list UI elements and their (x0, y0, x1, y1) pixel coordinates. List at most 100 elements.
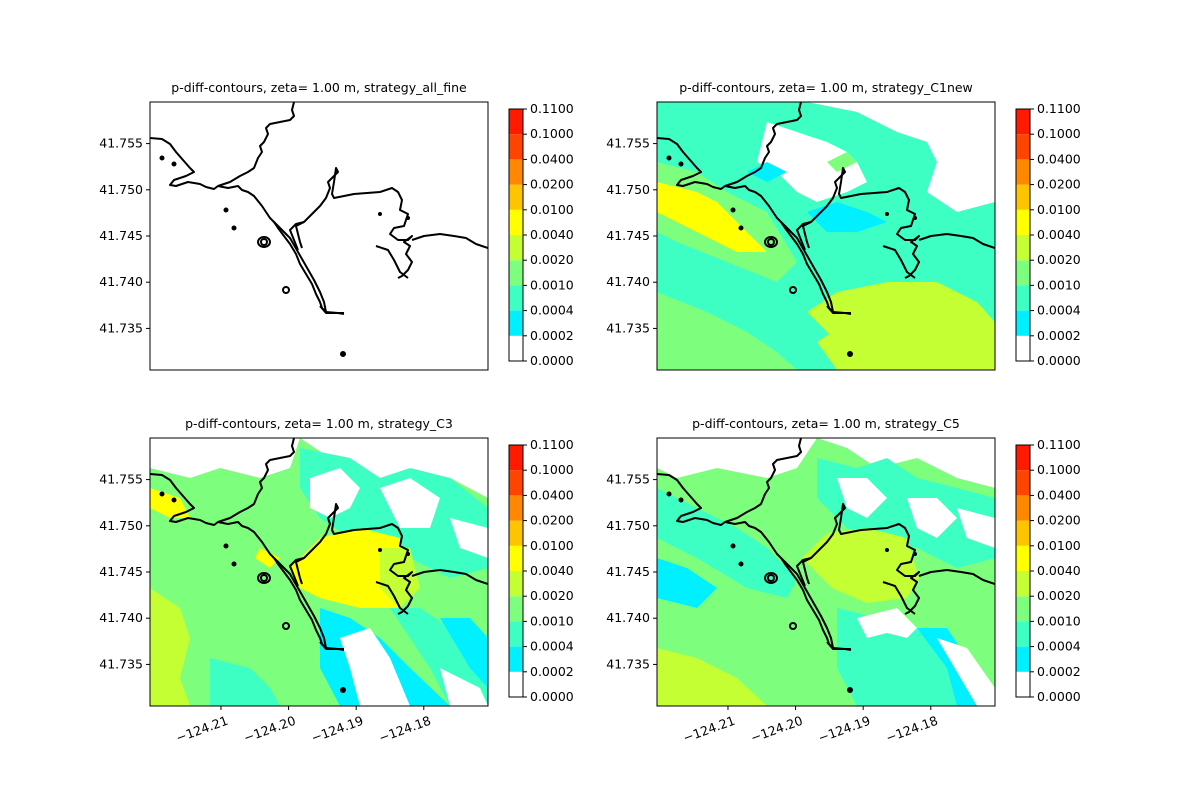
colorbar-band (1016, 520, 1030, 546)
plot-area (657, 102, 995, 370)
ytick-label: 41.745 (606, 228, 650, 243)
colorbar-band (509, 109, 523, 135)
colorbar-label: 0.0200 (530, 513, 574, 528)
subplot-title: p-diff-contours, zeta= 1.00 m, strategy_… (679, 80, 973, 95)
subplot-3: p-diff-contours, zeta= 1.00 m, strategy_… (99, 416, 574, 745)
colorbar-band (1016, 621, 1030, 647)
ytick-label: 41.750 (606, 518, 650, 533)
colorbar-label: 0.1000 (1037, 126, 1081, 141)
colorbar-label: 0.0100 (1037, 202, 1081, 217)
ytick-label: 41.740 (606, 274, 650, 289)
colorbar-band (1016, 495, 1030, 521)
colorbar-label: 0.1000 (530, 126, 574, 141)
plot-area (657, 438, 995, 706)
ytick-label: 41.740 (99, 610, 143, 625)
colorbar-band (509, 495, 523, 521)
xtick-label: −124.18 (377, 713, 433, 746)
colorbar: 0.0000 0.0002 0.0004 0.0010 0.0020 0.0040 0.01… (508, 437, 574, 704)
colorbar-label: 0.0040 (1037, 563, 1081, 578)
colorbar-label: 0.0010 (1037, 277, 1081, 292)
colorbar-band (1016, 596, 1030, 622)
colorbar-band (1016, 445, 1030, 471)
colorbar-label: 0.0010 (530, 277, 574, 292)
colorbar-label: 0.1000 (1037, 462, 1081, 477)
colorbar-band (1016, 310, 1030, 336)
colorbar-label: 0.0400 (530, 487, 574, 502)
colorbar-band (509, 520, 523, 546)
colorbar-band (509, 235, 523, 261)
colorbar-band (1016, 571, 1030, 597)
subplot-4: p-diff-contours, zeta= 1.00 m, strategy_… (606, 416, 1081, 745)
xtick-label: −124.18 (884, 713, 940, 746)
colorbar: 0.0000 0.0002 0.0004 0.0010 0.0020 0.0040 0.01… (1015, 101, 1081, 368)
colorbar-band (509, 134, 523, 160)
colorbar-label: 0.0002 (530, 328, 574, 343)
colorbar-label: 0.0020 (530, 588, 574, 603)
colorbar-band (509, 671, 523, 697)
ytick-label: 41.745 (99, 564, 143, 579)
colorbar-label: 0.0000 (530, 353, 574, 368)
colorbar-label: 0.0040 (530, 563, 574, 578)
subplot-2: p-diff-contours, zeta= 1.00 m, strategy_… (606, 80, 1081, 371)
ytick-label: 41.735 (606, 320, 650, 335)
colorbar-band (509, 621, 523, 647)
colorbar-band (509, 470, 523, 496)
colorbar-label: 0.0200 (530, 177, 574, 192)
colorbar-label: 0.0002 (1037, 664, 1081, 679)
colorbar-label: 0.0004 (1037, 303, 1081, 318)
ytick-label: 41.740 (99, 274, 143, 289)
colorbar-band (1016, 109, 1030, 135)
colorbar-label: 0.1100 (530, 101, 574, 116)
colorbar-band (1016, 671, 1030, 697)
colorbar-label: 0.1100 (530, 437, 574, 452)
colorbar-label: 0.0100 (1037, 538, 1081, 553)
colorbar-label: 0.0100 (530, 538, 574, 553)
colorbar-label: 0.0010 (530, 613, 574, 628)
ytick-label: 41.755 (606, 136, 650, 151)
ytick-label: 41.755 (99, 472, 143, 487)
colorbar-label: 0.0200 (1037, 177, 1081, 192)
colorbar-label: 0.0020 (1037, 588, 1081, 603)
xtick-label: −124.19 (309, 713, 365, 746)
colorbar-label: 0.0004 (1037, 639, 1081, 654)
colorbar-band (509, 260, 523, 286)
subplot-title: p-diff-contours, zeta= 1.00 m, strategy_… (185, 416, 453, 431)
colorbar-label: 0.0002 (530, 664, 574, 679)
colorbar-band (1016, 335, 1030, 361)
colorbar-label: 0.0000 (530, 689, 574, 704)
colorbar-band (509, 335, 523, 361)
colorbar-band (509, 596, 523, 622)
colorbar-band (1016, 646, 1030, 672)
colorbar-label: 0.0200 (1037, 513, 1081, 528)
colorbar-band (509, 285, 523, 311)
colorbar-band (1016, 209, 1030, 235)
colorbar: 0.0000 0.0002 0.0004 0.0010 0.0020 0.0040 0.01… (1015, 437, 1081, 704)
colorbar-label: 0.0004 (530, 639, 574, 654)
ytick-label: 41.735 (99, 320, 143, 335)
ytick-label: 41.750 (606, 182, 650, 197)
plot-background (150, 102, 488, 370)
ytick-label: 41.740 (606, 610, 650, 625)
colorbar-label: 0.0040 (1037, 227, 1081, 242)
colorbar: 0.0000 0.0002 0.0004 0.0010 0.0020 0.0040 0.01… (508, 101, 574, 368)
subplot-1: p-diff-contours, zeta= 1.00 m, strategy_… (99, 80, 574, 371)
colorbar-label: 0.0040 (530, 227, 574, 242)
ytick-label: 41.755 (606, 472, 650, 487)
colorbar-band (1016, 184, 1030, 210)
colorbar-band (1016, 545, 1030, 571)
colorbar-label: 0.0400 (1037, 151, 1081, 166)
ytick-label: 41.745 (99, 228, 143, 243)
colorbar-label: 0.0020 (1037, 252, 1081, 267)
colorbar-label: 0.0010 (1037, 613, 1081, 628)
ytick-label: 41.755 (99, 136, 143, 151)
colorbar-band (1016, 159, 1030, 185)
ytick-label: 41.750 (99, 518, 143, 533)
colorbar-band (509, 545, 523, 571)
colorbar-label: 0.1000 (530, 462, 574, 477)
ytick-label: 41.750 (99, 182, 143, 197)
colorbar-label: 0.1100 (1037, 437, 1081, 452)
colorbar-band (509, 209, 523, 235)
subplot-title: p-diff-contours, zeta= 1.00 m, strategy_… (692, 416, 960, 431)
plot-area (150, 438, 488, 706)
